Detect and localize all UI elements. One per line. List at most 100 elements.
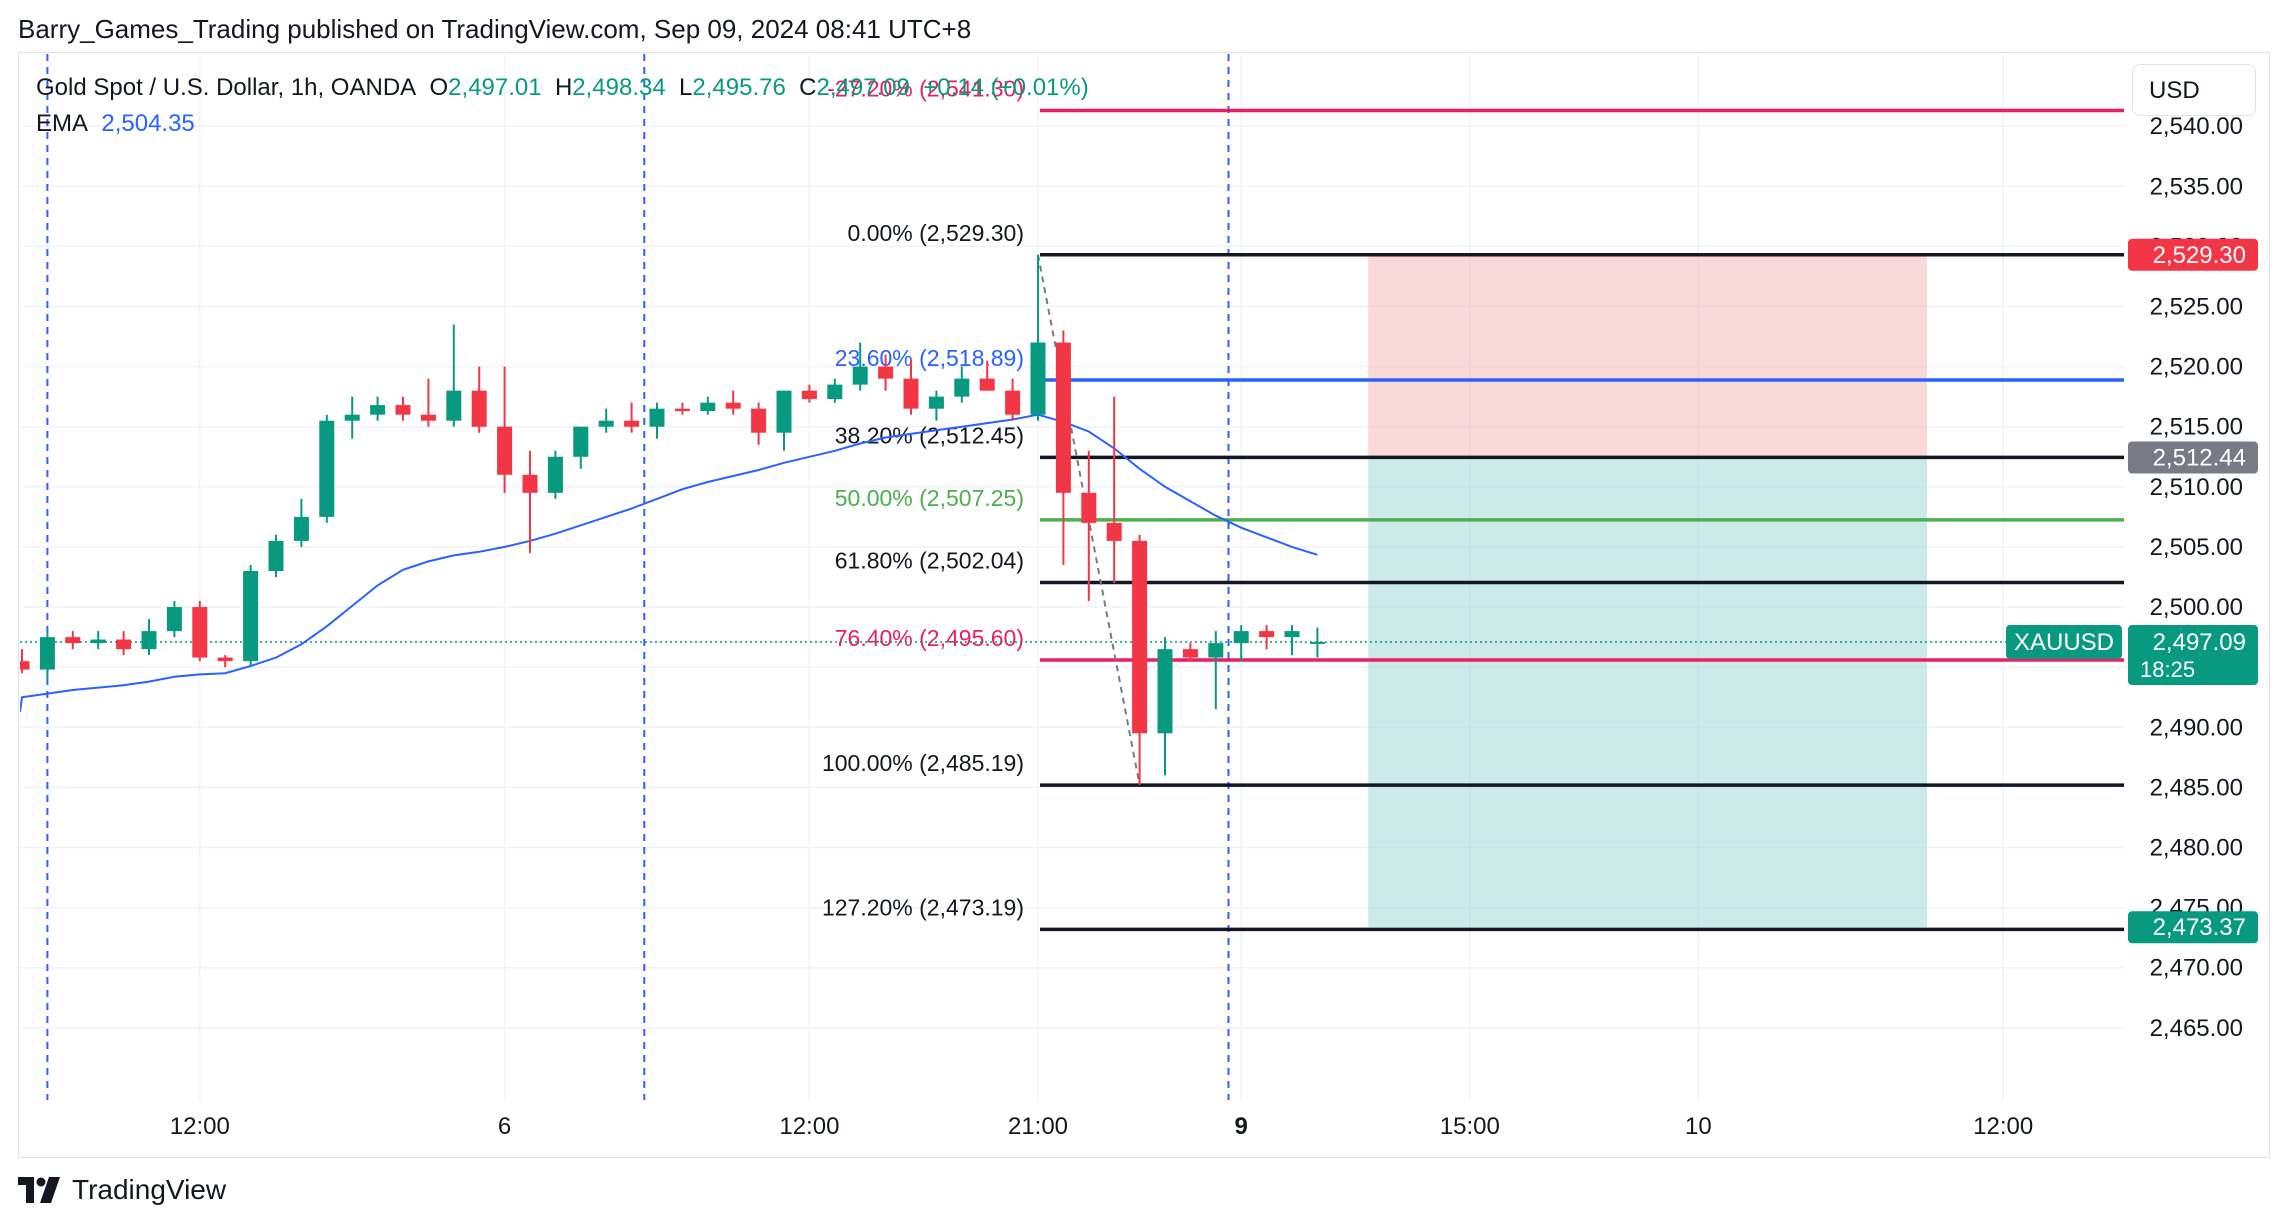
candle-3[interactable]	[90, 631, 106, 650]
price-badge-1[interactable]: 2,512.44	[2128, 441, 2258, 474]
open-value: 2,497.01	[448, 74, 542, 101]
candle-34[interactable]	[878, 354, 894, 391]
candle-41[interactable]	[1055, 330, 1071, 565]
candle-4[interactable]	[116, 631, 132, 656]
price-badge-text-2: 2,473.37	[2153, 914, 2246, 941]
chart-legend: Gold Spot / U.S. Dollar, 1h, OANDA O2,49…	[36, 70, 1089, 142]
candle-31[interactable]	[801, 384, 817, 403]
candle-38[interactable]	[979, 360, 995, 391]
fib-level-label-4: 50.00% (2,507.25)	[835, 485, 1024, 511]
ohlc-row: Gold Spot / U.S. Dollar, 1h, OANDA O2,49…	[36, 70, 1089, 106]
price-badge-2[interactable]: 2,473.37	[2128, 911, 2258, 944]
candle-43[interactable]	[1106, 396, 1122, 584]
candle-11[interactable]	[293, 498, 309, 547]
change-value: +0.14 (+0.01%)	[923, 74, 1089, 101]
low-value: 2,495.76	[692, 74, 786, 101]
y-tick-label-1: 2,470.00	[2150, 955, 2243, 982]
candle-36[interactable]	[928, 390, 944, 421]
candle-27[interactable]	[700, 396, 716, 415]
candle-12[interactable]	[319, 414, 335, 523]
ema-polyline	[20, 413, 1318, 712]
candle-10[interactable]	[268, 534, 284, 577]
candle-40[interactable]	[1030, 254, 1046, 421]
ema-line	[20, 413, 1318, 712]
candle-24[interactable]	[624, 402, 640, 433]
ema-label[interactable]: EMA	[36, 110, 89, 137]
session-breaks	[46, 54, 1230, 1100]
x-tick-label-4: 9	[1235, 1113, 1248, 1140]
chart-frame[interactable]	[18, 52, 2270, 1158]
close-value: 2,497.09	[816, 74, 910, 101]
candle-49[interactable]	[1259, 625, 1275, 650]
price-badge-text-0: 2,529.30	[2153, 242, 2246, 269]
candle-17[interactable]	[446, 324, 462, 427]
candle-14[interactable]	[370, 396, 386, 421]
y-tick-label-7: 2,500.00	[2150, 594, 2243, 621]
candle-44[interactable]	[1132, 534, 1148, 785]
fib-level-label-7: 100.00% (2,485.19)	[822, 750, 1024, 776]
y-tick-label-11: 2,520.00	[2150, 354, 2243, 381]
symbol-badge[interactable]: XAUUSD	[2006, 625, 2122, 660]
candle-8[interactable]	[217, 655, 233, 668]
y-tick-label-10: 2,515.00	[2150, 414, 2243, 441]
candle-42[interactable]	[1081, 450, 1097, 602]
x-tick-label-6: 10	[1685, 1113, 1712, 1140]
candle-39[interactable]	[1005, 378, 1021, 421]
candle-21[interactable]	[547, 450, 563, 499]
candle-6[interactable]	[166, 601, 182, 638]
candle-13[interactable]	[344, 396, 360, 439]
candle-50[interactable]	[1284, 625, 1300, 656]
candle-18[interactable]	[471, 366, 487, 433]
candle-2[interactable]	[65, 631, 81, 650]
candle-9[interactable]	[243, 564, 259, 668]
currency-selector[interactable]: USD	[2132, 64, 2256, 116]
stop-loss-zone[interactable]	[1368, 254, 1927, 458]
candle-29[interactable]	[751, 402, 767, 445]
candle-16[interactable]	[420, 378, 436, 427]
candle-25[interactable]	[649, 402, 665, 439]
publisher-line: Barry_Games_Trading published on Trading…	[18, 14, 972, 44]
candle-45[interactable]	[1157, 637, 1173, 776]
ema-value: 2,504.35	[101, 110, 195, 137]
take-profit-zone[interactable]	[1368, 457, 1927, 928]
fib-level-label-6: 76.40% (2,495.60)	[835, 625, 1024, 651]
candle-33[interactable]	[852, 342, 868, 391]
short-position-tool	[1368, 254, 1927, 928]
candle-22[interactable]	[573, 426, 589, 469]
fib-level-label-8: 127.20% (2,473.19)	[822, 894, 1024, 920]
candle-32[interactable]	[827, 378, 843, 403]
fib-level-label-3: 38.20% (2,512.45)	[835, 422, 1024, 448]
candle-7[interactable]	[192, 601, 208, 662]
y-tick-label-5: 2,490.00	[2150, 714, 2243, 741]
tradingview-logo-icon	[18, 1177, 60, 1203]
candle-28[interactable]	[725, 390, 741, 415]
candle-23[interactable]	[598, 408, 614, 433]
candle-1[interactable]	[39, 631, 55, 680]
bar-countdown: 18:25	[2140, 657, 2195, 682]
candle-47[interactable]	[1208, 631, 1224, 710]
symbol-badge-text: XAUUSD	[2014, 629, 2114, 656]
candle-51[interactable]	[1309, 627, 1325, 658]
candle-15[interactable]	[395, 396, 411, 421]
symbol-title[interactable]: Gold Spot / U.S. Dollar, 1h, OANDA	[36, 74, 417, 101]
candle-46[interactable]	[1182, 643, 1198, 662]
candle-20[interactable]	[522, 450, 538, 553]
ema-row: EMA 2,504.35	[36, 106, 1089, 142]
x-tick-label-5: 15:00	[1440, 1113, 1500, 1140]
low-label: L	[679, 74, 693, 101]
y-tick-label-8: 2,505.00	[2150, 534, 2243, 561]
candle-0[interactable]	[15, 649, 30, 674]
candle-37[interactable]	[954, 366, 970, 403]
candle-5[interactable]	[141, 619, 157, 656]
candle-19[interactable]	[497, 366, 513, 493]
candle-26[interactable]	[674, 402, 690, 415]
candle-30[interactable]	[776, 390, 792, 451]
candle-48[interactable]	[1233, 625, 1249, 662]
price-badge-text-1: 2,512.44	[2153, 444, 2246, 471]
candle-35[interactable]	[903, 360, 919, 415]
price-badge-0[interactable]: 2,529.30	[2128, 238, 2258, 271]
y-tick-label-4: 2,485.00	[2150, 774, 2243, 801]
